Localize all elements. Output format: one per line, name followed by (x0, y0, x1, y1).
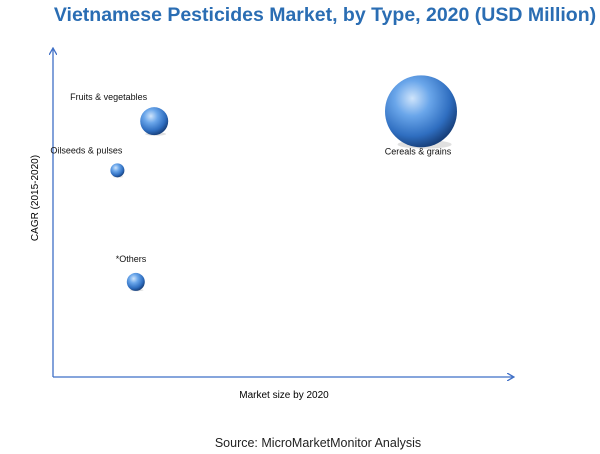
y-axis-label: CAGR (2015-2020) (30, 155, 41, 241)
bubble-fruits-vegetables (140, 107, 169, 136)
source-note: Source: MicroMarketMonitor Analysis (215, 436, 421, 450)
bubble-label-fruits-vegetables: Fruits & vegetables (70, 92, 148, 102)
x-axis-label: Market size by 2020 (239, 390, 329, 401)
bubble-label-oilseeds-pulses: Oilseeds & pulses (50, 145, 123, 155)
bubble-label-cereals-grains: Cereals & grains (385, 146, 452, 156)
bubble-cereals-grains (385, 75, 457, 148)
bubble-label-others: *Others (116, 254, 147, 264)
bubbles-layer (110, 75, 457, 292)
bubble-labels-layer: Fruits & vegetables Oilseeds & pulses *Oth… (50, 92, 451, 264)
bubble-others (126, 272, 145, 291)
bubble-oilseeds-pulses (110, 163, 125, 178)
chart-title: Vietnamese Pesticides Market, by Type, 2… (54, 4, 596, 26)
